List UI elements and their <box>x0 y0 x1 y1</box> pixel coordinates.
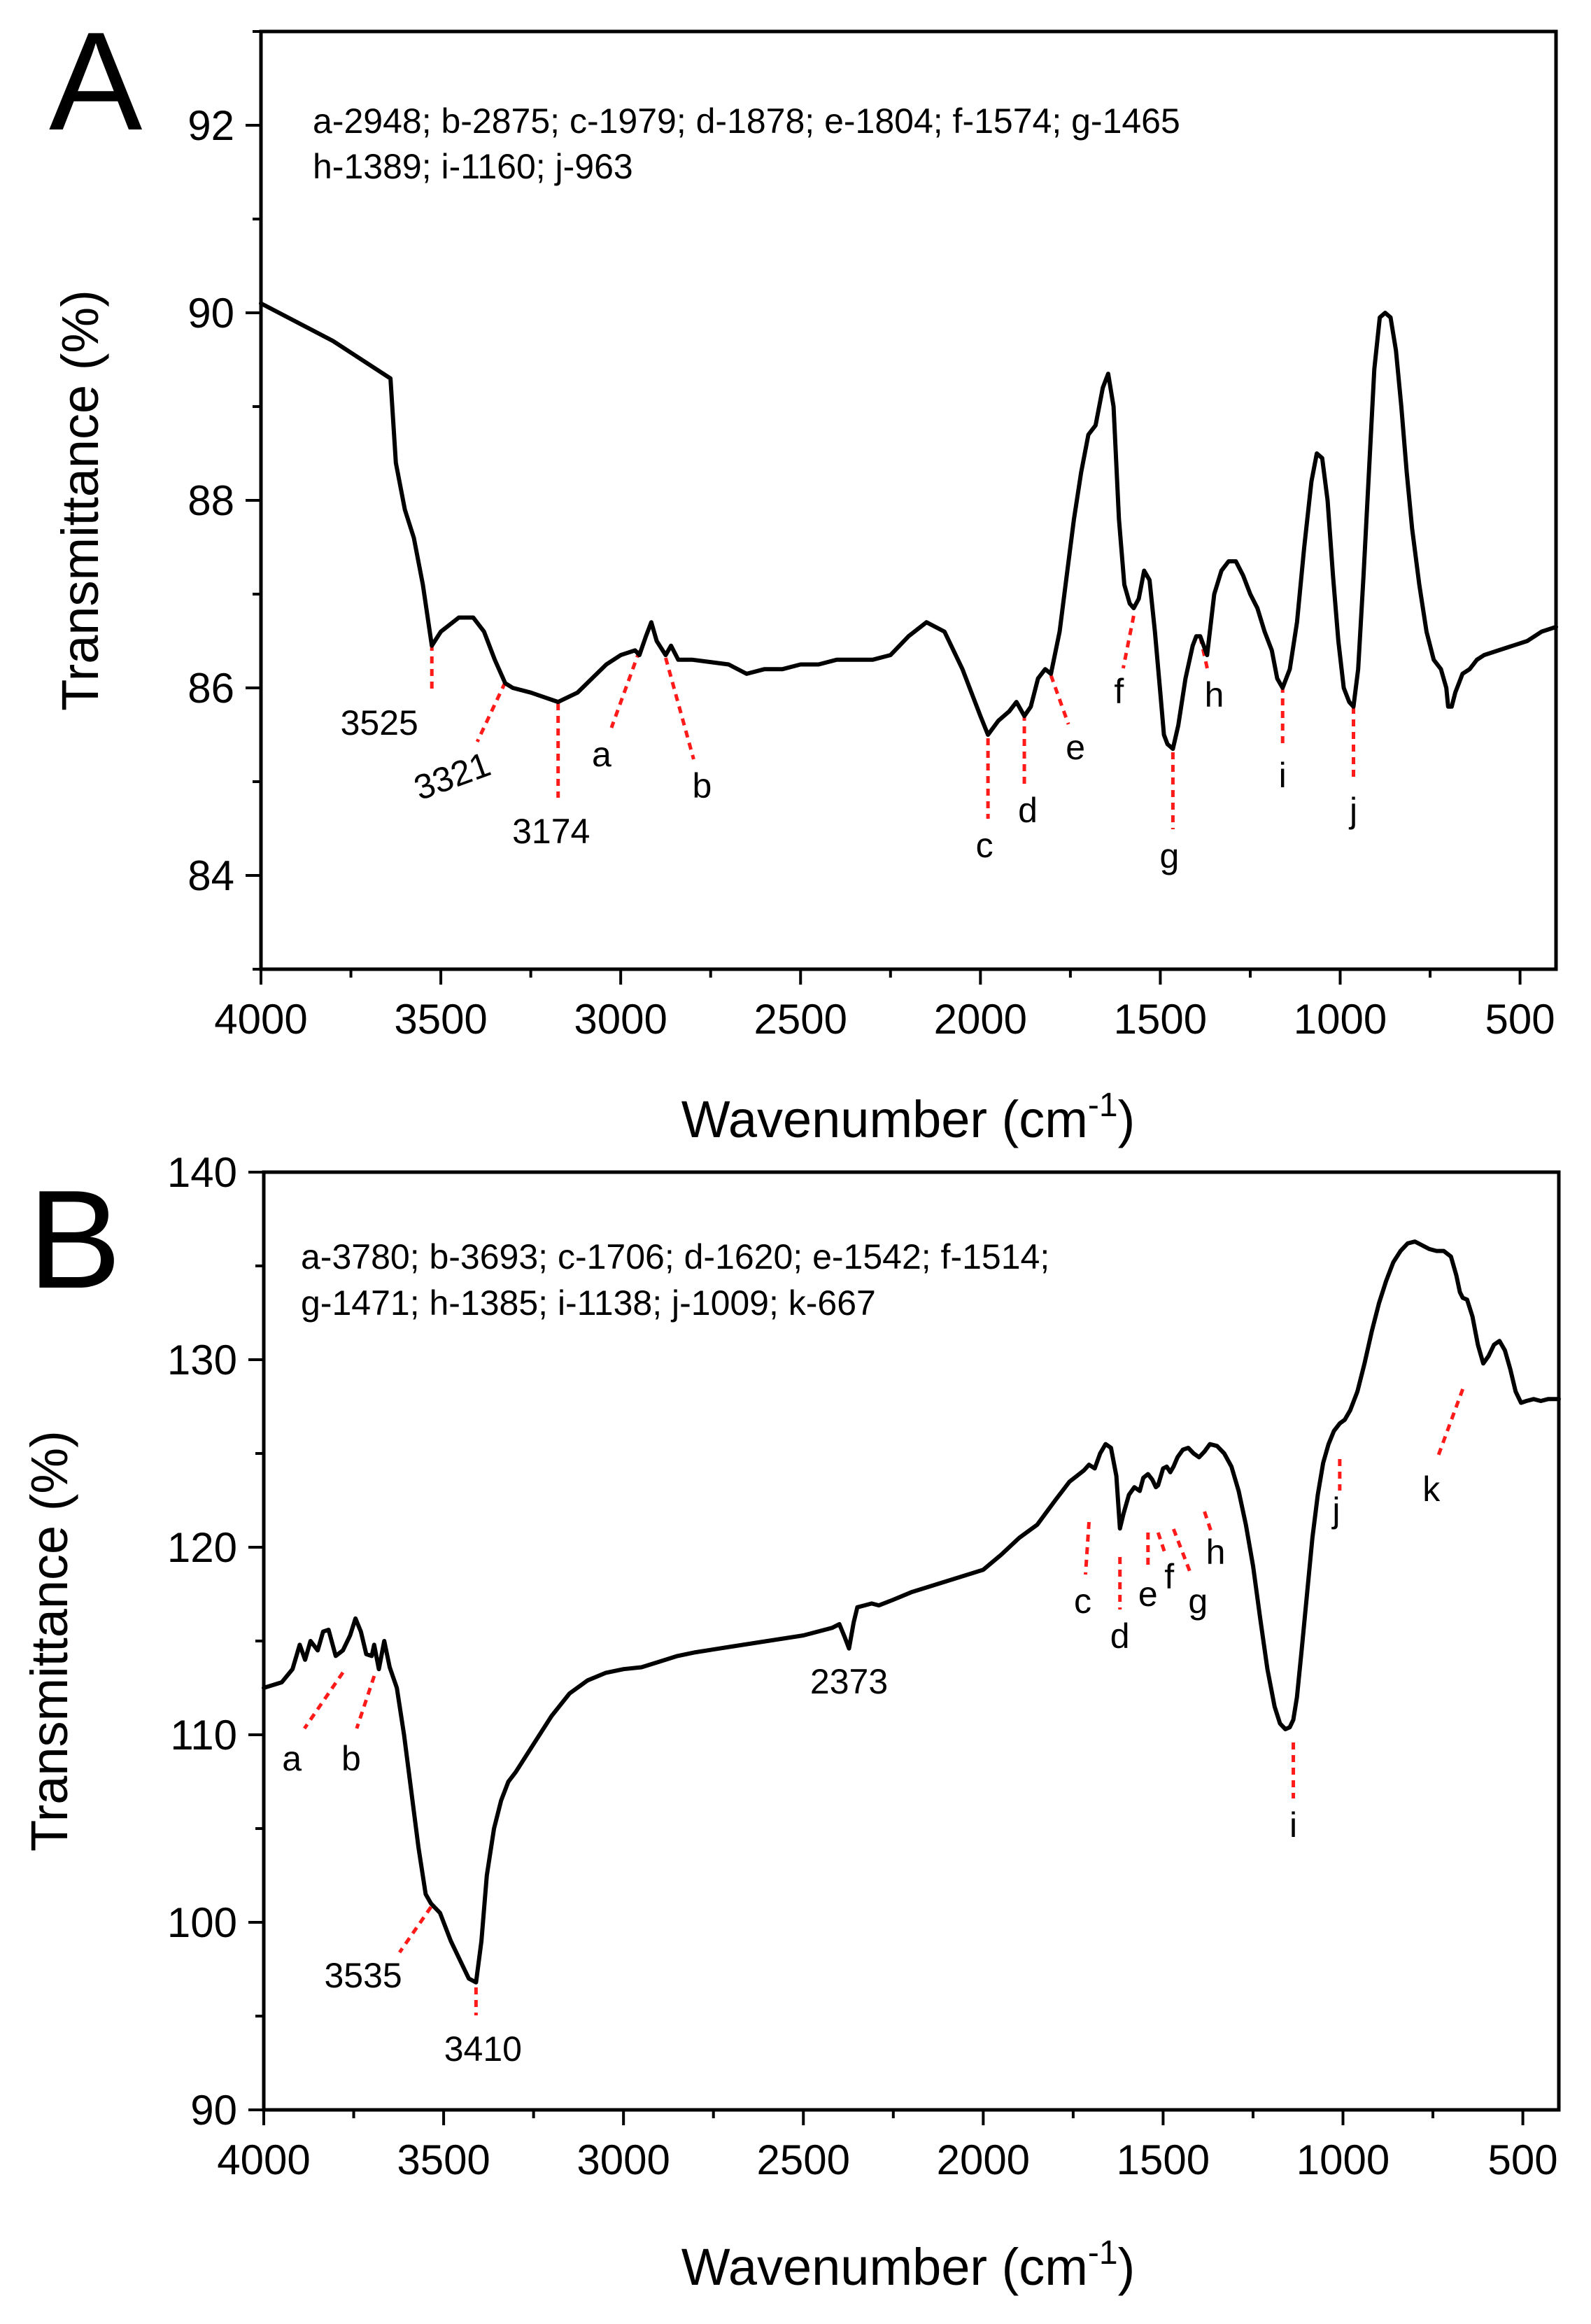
y-tick-label: 88 <box>188 477 234 524</box>
peak-label: a <box>592 735 611 774</box>
peak-leader-line <box>398 1906 433 1954</box>
x-tick-label: 3500 <box>394 996 487 1043</box>
panel-b: B 4000 3500 3000 2500 2000 1500 1000 500 90 100 11… <box>20 1149 1561 2296</box>
peak-label: c <box>1074 1582 1091 1621</box>
x-tick-label: 1500 <box>1114 996 1207 1043</box>
panel-a-spectrum <box>259 301 1558 752</box>
y-tick-label: 84 <box>188 852 234 899</box>
peak-leader-line <box>1121 615 1136 669</box>
y-tick-label: 90 <box>188 290 234 337</box>
x-tick-label: 3500 <box>397 2136 490 2183</box>
peak-leader-line <box>1084 1521 1091 1575</box>
x-tick-label: 2500 <box>757 2136 850 2183</box>
x-tick-label: 4000 <box>214 996 307 1043</box>
peak-label: i <box>1289 1805 1297 1845</box>
x-tick-label: 2500 <box>754 996 847 1043</box>
x-tick-label: 2000 <box>937 2136 1030 2183</box>
x-tick-label: 3000 <box>574 996 667 1043</box>
y-tick-label: 130 <box>167 1337 237 1383</box>
panel-b-y-axis-title: Transmittance (%) <box>20 1430 78 1852</box>
peak-label: i <box>1279 756 1287 795</box>
peak-leader-line <box>1203 1511 1213 1533</box>
y-tick-label: 92 <box>188 102 234 149</box>
peak-leader-line <box>664 657 695 760</box>
peak-label: 3174 <box>512 812 590 851</box>
panel-b-spectrum <box>262 1239 1561 1985</box>
peak-label: e <box>1138 1575 1158 1614</box>
peak-leader-line <box>1156 1532 1167 1554</box>
peak-label: a <box>282 1739 302 1778</box>
y-tick-label: 140 <box>167 1149 237 1196</box>
x-tick-label: 1000 <box>1294 996 1387 1043</box>
panel-a-leader-lines <box>430 615 1356 829</box>
panel-b-x-axis-title: Wavenumber (cm-1) <box>681 2234 1136 2296</box>
y-tick-label: 90 <box>190 2087 237 2134</box>
peak-label: e <box>1066 728 1085 767</box>
peak-label: h <box>1205 675 1224 714</box>
peak-leader-line <box>475 681 507 743</box>
x-tick-label: 4000 <box>217 2136 310 2183</box>
x-tick-label: 1000 <box>1296 2136 1390 2183</box>
x-tick-label: 3000 <box>577 2136 670 2183</box>
x-tick-label: 1500 <box>1117 2136 1210 2183</box>
peak-label: g <box>1160 836 1180 875</box>
panel-b-peak-labels: a b 3535 3410 2373 cde fgh i j k <box>282 1470 1441 2069</box>
panel-a-x-axis-title: Wavenumber (cm-1) <box>681 1087 1136 1148</box>
y-tick-label: 100 <box>167 1899 237 1946</box>
panel-b-leader-lines <box>303 1388 1465 2015</box>
peak-label: b <box>693 766 712 805</box>
panel-b-legend-line-2: g-1471; h-1385; i-1138; j-1009; k-667 <box>301 1283 876 1323</box>
peak-label: j <box>1348 791 1357 830</box>
peak-label: f <box>1164 1557 1174 1596</box>
peak-label: h <box>1206 1533 1226 1572</box>
x-tick-label: 2000 <box>934 996 1027 1043</box>
peak-label: d <box>1110 1617 1130 1656</box>
peak-leader-line <box>609 650 642 728</box>
x-tick-label: 500 <box>1485 996 1555 1043</box>
peak-label: c <box>976 826 994 865</box>
y-tick-label: 86 <box>188 665 234 712</box>
peak-label: 2373 <box>810 1662 888 1701</box>
panel-a-legend-line-1: a-2948; b-2875; c-1979; d-1878; e-1804; … <box>313 101 1180 141</box>
x-tick-label: 500 <box>1488 2136 1558 2183</box>
peak-label: d <box>1018 791 1038 830</box>
peak-label: j <box>1331 1491 1340 1530</box>
peak-leader-line <box>303 1671 345 1730</box>
peak-label: 3535 <box>324 1956 402 1995</box>
y-tick-label: 120 <box>167 1524 237 1571</box>
panel-a-legend-line-2: h-1389; i-1160; j-963 <box>313 147 633 186</box>
peak-label: 3321 <box>409 745 495 808</box>
panel-b-axis-ticks: 4000 3500 3000 2500 2000 1500 1000 500 90 100 110 1… <box>167 1149 1558 2183</box>
panel-b-letter: B <box>28 1162 121 1318</box>
panel-b-legend-line-1: a-3780; b-3693; c-1706; d-1620; e-1542; … <box>301 1237 1049 1276</box>
y-tick-label: 110 <box>170 1712 237 1759</box>
panel-a-axis-ticks: 4000 3500 3000 2500 2000 1500 1000 500 84 86 88 90 9… <box>188 30 1555 1043</box>
peak-leader-line <box>355 1675 376 1729</box>
peak-label: 3410 <box>444 2029 522 2069</box>
panel-a: A 4000 3500 3000 2500 2000 1500 1000 500 84 86 88 9… <box>49 3 1558 1148</box>
peak-label: b <box>341 1739 361 1778</box>
peak-label: 3525 <box>341 703 418 742</box>
peak-leader-line <box>1049 675 1070 725</box>
peak-label: g <box>1188 1582 1208 1621</box>
spectrum-line <box>259 301 1558 752</box>
peak-label: k <box>1422 1470 1441 1509</box>
panel-a-letter: A <box>49 3 143 160</box>
peak-leader-line <box>1436 1388 1465 1456</box>
spectrum-line <box>262 1239 1561 1985</box>
panel-a-y-axis-title: Transmittance (%) <box>51 290 109 711</box>
peak-label: f <box>1114 672 1124 711</box>
peak-leader-line <box>1171 1528 1193 1575</box>
